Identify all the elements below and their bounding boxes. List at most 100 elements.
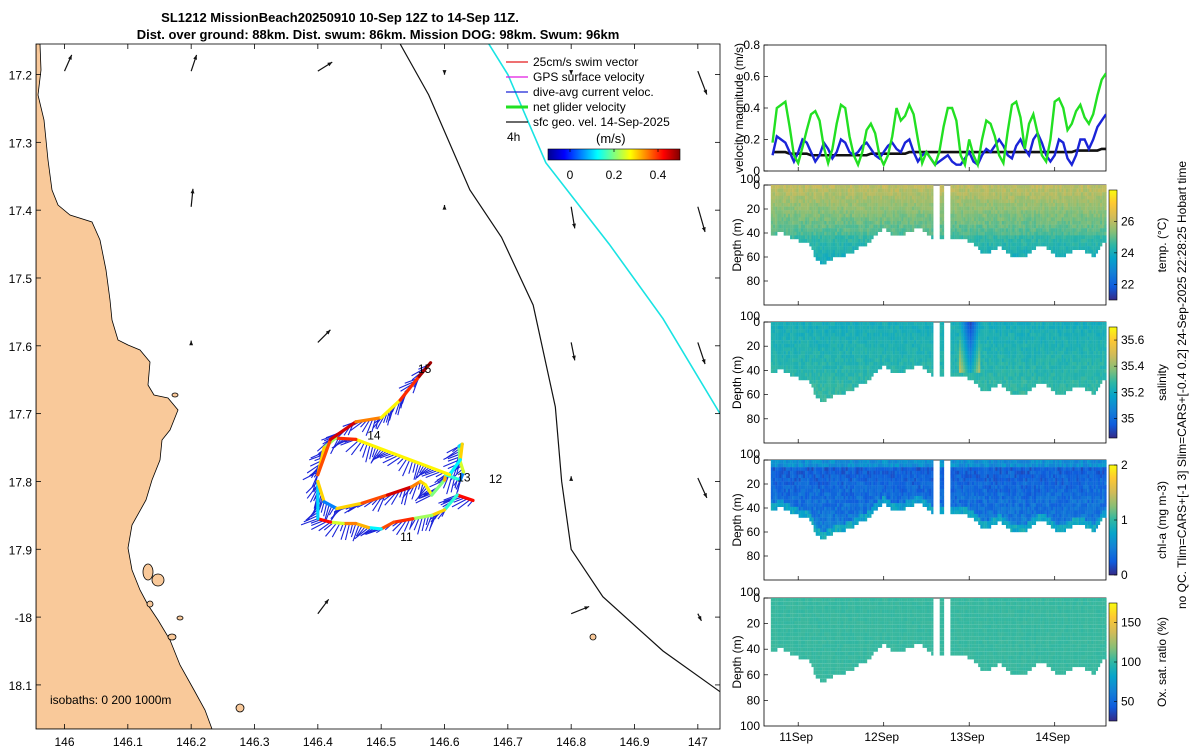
- section-cell: [969, 358, 972, 363]
- section-cell: [963, 325, 966, 330]
- section-cell: [907, 336, 910, 341]
- section-cell: [963, 332, 966, 337]
- section-cell: [991, 199, 994, 204]
- section-cell: [783, 221, 786, 225]
- title-line1: SL1212 MissionBeach20250910 10-Sep 12Z t…: [161, 10, 519, 25]
- section-cell: [1023, 188, 1026, 193]
- section-cell: [993, 376, 996, 381]
- section-cell: [984, 376, 987, 381]
- section-cell: [991, 228, 994, 232]
- section-cell: [899, 354, 902, 359]
- isobath-200: [399, 44, 720, 693]
- section-cell: [939, 347, 943, 352]
- section-cell: [1020, 185, 1024, 189]
- current-vector: [349, 523, 354, 534]
- section-cell: [899, 224, 902, 229]
- section-cell: [881, 329, 885, 334]
- section-cell: [1070, 192, 1073, 196]
- section-cell: [1076, 188, 1079, 193]
- section-cell: [843, 390, 846, 395]
- section-cell: [958, 224, 962, 229]
- section-cell: [903, 206, 906, 211]
- section-cell: [794, 351, 797, 355]
- section-cell: [792, 325, 795, 330]
- section-cell: [1010, 199, 1013, 204]
- section-cell: [828, 188, 831, 193]
- section-cell: [892, 217, 895, 222]
- colorbar-tick-label: 26: [1121, 214, 1135, 228]
- section-cell: [907, 354, 910, 359]
- section-cell: [961, 369, 964, 373]
- section-cell: [986, 231, 990, 236]
- section-cell: [999, 329, 1002, 334]
- section-cell: [867, 228, 870, 232]
- section-cell: [982, 192, 985, 196]
- section-cell: [1005, 242, 1009, 247]
- section-cell: [1014, 387, 1017, 392]
- section-cell: [847, 325, 851, 330]
- section-cell: [958, 217, 962, 222]
- section-cell: [839, 347, 842, 352]
- section-cell: [892, 206, 895, 211]
- section-cell: [1074, 235, 1077, 240]
- section-cell: [1029, 325, 1032, 330]
- section-cell: [988, 332, 992, 337]
- section-cell: [907, 203, 910, 207]
- section-cell: [1031, 340, 1034, 344]
- section-cell: [875, 369, 878, 373]
- section-cell: [914, 224, 917, 229]
- section-cell: [1085, 221, 1088, 225]
- section-cell: [1067, 246, 1071, 250]
- section-cell: [826, 235, 829, 240]
- section-cell: [779, 325, 782, 330]
- section-cell: [792, 329, 795, 334]
- section-cell: [1031, 203, 1034, 207]
- section-cell: [879, 199, 883, 204]
- section-cell: [873, 347, 876, 352]
- section-cell: [929, 228, 932, 232]
- section-cell: [854, 354, 857, 359]
- section-cell: [892, 329, 895, 334]
- section-cell: [1023, 246, 1026, 250]
- section-cell: [894, 199, 898, 204]
- section-cell: [1089, 228, 1092, 232]
- section-cell: [834, 351, 838, 355]
- section-cell: [837, 329, 840, 334]
- section-cell: [1018, 188, 1022, 193]
- section-cell: [820, 210, 823, 214]
- section-cell: [1065, 224, 1069, 229]
- section-cell: [976, 224, 979, 229]
- section-cell: [907, 347, 910, 352]
- section-cell: [834, 195, 838, 200]
- section-cell: [1059, 210, 1062, 214]
- surface-vector-head: [68, 54, 72, 60]
- section-cell: [1080, 242, 1084, 247]
- section-cell: [811, 206, 814, 211]
- section-cell: [809, 203, 812, 207]
- section-cell: [830, 336, 833, 341]
- track-segment: [409, 479, 423, 489]
- section-cell: [847, 336, 851, 341]
- section-cell: [1070, 228, 1073, 232]
- section-cell: [777, 192, 780, 196]
- section-cell: [800, 329, 804, 334]
- section-cell: [809, 365, 812, 370]
- section-cell: [1104, 224, 1107, 229]
- section-cell: [1038, 231, 1041, 236]
- section-cell: [999, 369, 1002, 373]
- section-cell: [1018, 246, 1022, 250]
- section-cell: [961, 231, 964, 236]
- section-cell: [817, 203, 821, 207]
- section-cell: [1029, 347, 1032, 352]
- section-cell: [820, 224, 823, 229]
- section-cell: [1074, 203, 1077, 207]
- section-cell: [862, 322, 866, 326]
- section-cell: [1003, 380, 1007, 384]
- section-cell: [837, 336, 840, 341]
- section-cell: [845, 195, 848, 200]
- section-cell: [1097, 213, 1101, 218]
- section-cell: [911, 361, 915, 366]
- section-cell: [888, 228, 891, 232]
- section-cell: [980, 239, 983, 243]
- section-cell: [952, 372, 955, 377]
